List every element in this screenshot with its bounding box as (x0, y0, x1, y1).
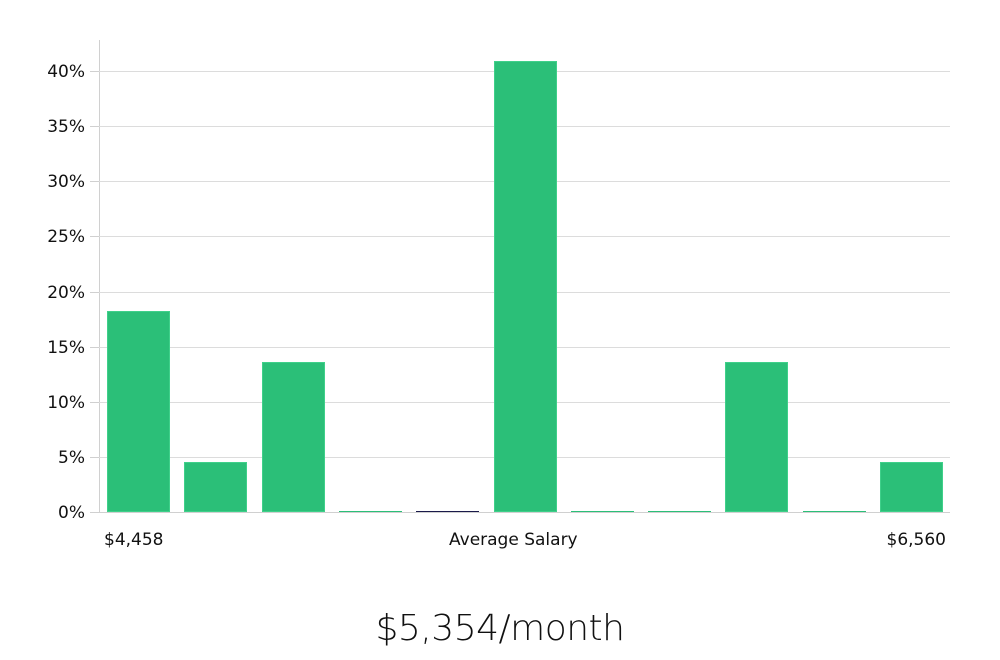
y-tick-label: 40% (47, 62, 85, 82)
salary-histogram: 0% 5% 10% 15% 20% 25% 30% 35% 40% $4,458 Average… (47, 40, 950, 550)
y-tick-mark (90, 512, 99, 513)
y-tick-label: 10% (47, 393, 85, 413)
y-tick-mark (90, 292, 99, 293)
y-tick-label: 30% (47, 172, 85, 192)
x-axis-title: Average Salary (449, 530, 578, 550)
histogram-bar (725, 362, 788, 512)
y-tick-mark (90, 126, 99, 127)
y-tick-label: 0% (58, 503, 85, 523)
histogram-bar (880, 462, 943, 512)
x-min-label: $4,458 (104, 530, 164, 550)
average-salary-headline: $5,354/month (375, 608, 625, 649)
y-tick-label: 20% (47, 283, 85, 303)
y-tick-mark (90, 347, 99, 348)
histogram-bar (494, 61, 557, 512)
y-tick-label: 35% (47, 117, 85, 137)
y-tick-mark (90, 236, 99, 237)
y-tick-mark (90, 402, 99, 403)
y-tick-label: 25% (47, 227, 85, 247)
y-tick-mark (90, 71, 99, 72)
y-tick-mark (90, 457, 99, 458)
y-tick-label: 5% (58, 448, 85, 468)
histogram-bar (184, 462, 247, 512)
y-tick-label: 15% (47, 338, 85, 358)
x-max-label: $6,560 (886, 530, 946, 550)
y-tick-mark (90, 181, 99, 182)
histogram-bar (107, 311, 170, 512)
x-axis-line (99, 512, 950, 513)
y-axis-line (99, 40, 100, 513)
histogram-bar (262, 362, 325, 512)
